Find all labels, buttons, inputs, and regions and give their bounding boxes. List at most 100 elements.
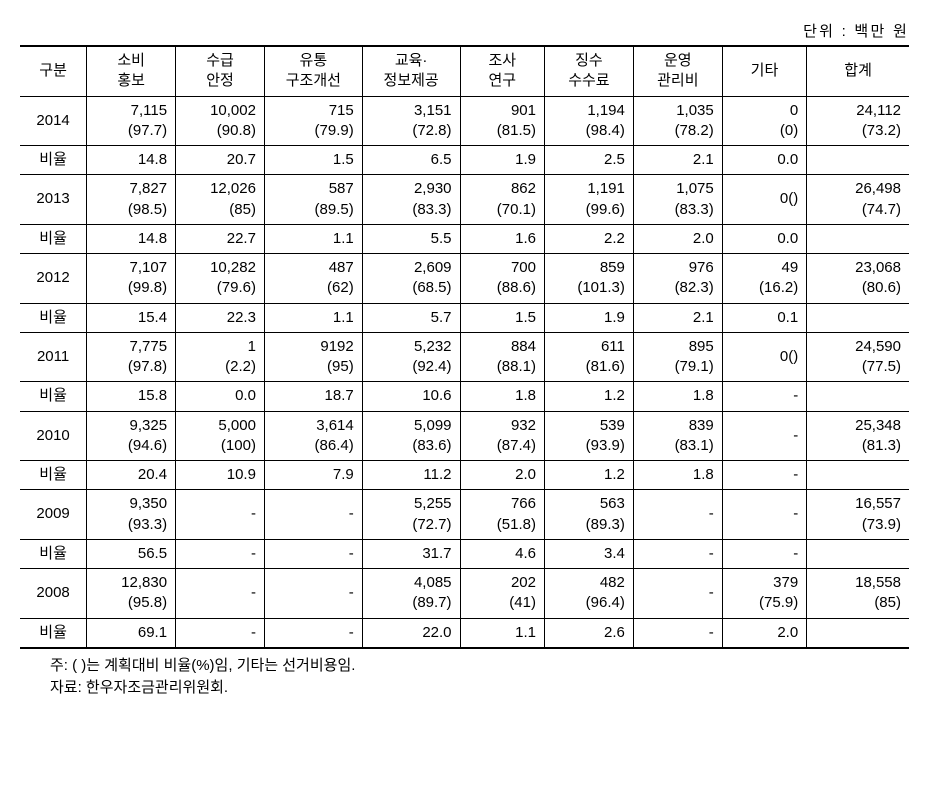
table-row: 20127,107(99.8)10,282(79.6)487(62)2,609(…	[20, 254, 909, 304]
data-cell: 7,115(97.7)	[87, 96, 176, 146]
data-cell: 2,609(68.5)	[362, 254, 460, 304]
data-cell: 1,191(99.6)	[544, 175, 633, 225]
col-header: 수급안정	[176, 46, 265, 96]
table-row: 20137,827(98.5)12,026(85)587(89.5)2,930(…	[20, 175, 909, 225]
ratio-cell: 4.6	[460, 539, 544, 568]
data-cell: -	[722, 411, 806, 461]
ratio-cell: 15.4	[87, 303, 176, 332]
data-cell: 10,002(90.8)	[176, 96, 265, 146]
ratio-cell: 2.2	[544, 224, 633, 253]
data-cell: 976(82.3)	[633, 254, 722, 304]
table-row: 20117,775(97.8)1(2.2)9192(95)5,232(92.4)…	[20, 332, 909, 382]
ratio-cell: 5.5	[362, 224, 460, 253]
ratio-cell: 1.1	[264, 303, 362, 332]
col-header: 유통구조개선	[264, 46, 362, 96]
data-cell: 202(41)	[460, 569, 544, 619]
ratio-cell: 22.0	[362, 618, 460, 648]
col-header: 조사연구	[460, 46, 544, 96]
data-cell: 49(16.2)	[722, 254, 806, 304]
table-row: 비율15.422.31.15.71.51.92.10.1	[20, 303, 909, 332]
ratio-cell: 1.8	[633, 461, 722, 490]
data-cell: 7,775(97.8)	[87, 332, 176, 382]
footnote: 주: ( )는 계획대비 비율(%)임, 기타는 선거비용임.	[50, 655, 909, 678]
ratio-cell: -	[722, 539, 806, 568]
ratio-cell: 31.7	[362, 539, 460, 568]
year-cell: 2009	[20, 490, 87, 540]
ratio-cell: 11.2	[362, 461, 460, 490]
data-cell: 700(88.6)	[460, 254, 544, 304]
data-cell: 24,112(73.2)	[807, 96, 909, 146]
data-cell: 715(79.9)	[264, 96, 362, 146]
table-header-row: 구분 소비홍보 수급안정 유통구조개선 교육·정보제공 조사연구 징수수수료 운…	[20, 46, 909, 96]
ratio-cell: 1.1	[460, 618, 544, 648]
ratio-cell	[807, 618, 909, 648]
ratio-cell: 2.5	[544, 146, 633, 175]
col-header: 징수수수료	[544, 46, 633, 96]
ratio-label-cell: 비율	[20, 382, 87, 411]
ratio-cell: 1.9	[460, 146, 544, 175]
data-cell: 26,498(74.7)	[807, 175, 909, 225]
table-row: 200812,830(95.8)--4,085(89.7)202(41)482(…	[20, 569, 909, 619]
data-cell: 4,085(89.7)	[362, 569, 460, 619]
data-cell: 23,068(80.6)	[807, 254, 909, 304]
year-cell: 2011	[20, 332, 87, 382]
ratio-cell: 2.0	[722, 618, 806, 648]
ratio-cell: 1.5	[264, 146, 362, 175]
data-cell: 2,930(83.3)	[362, 175, 460, 225]
ratio-cell: 20.7	[176, 146, 265, 175]
ratio-cell: -	[176, 618, 265, 648]
ratio-label-cell: 비율	[20, 146, 87, 175]
data-table: 구분 소비홍보 수급안정 유통구조개선 교육·정보제공 조사연구 징수수수료 운…	[20, 45, 909, 649]
ratio-cell: 5.7	[362, 303, 460, 332]
data-cell: 9192(95)	[264, 332, 362, 382]
col-header: 합계	[807, 46, 909, 96]
data-cell: 862(70.1)	[460, 175, 544, 225]
ratio-label-cell: 비율	[20, 303, 87, 332]
data-cell: 5,000(100)	[176, 411, 265, 461]
table-row: 비율20.410.97.911.22.01.21.8-	[20, 461, 909, 490]
ratio-cell: 1.8	[460, 382, 544, 411]
table-row: 20109,325(94.6)5,000(100)3,614(86.4)5,09…	[20, 411, 909, 461]
data-cell: 12,026(85)	[176, 175, 265, 225]
data-cell: 25,348(81.3)	[807, 411, 909, 461]
ratio-cell: 1.8	[633, 382, 722, 411]
data-cell: 766(51.8)	[460, 490, 544, 540]
data-cell: 1,194(98.4)	[544, 96, 633, 146]
ratio-cell: -	[176, 539, 265, 568]
data-cell: 884(88.1)	[460, 332, 544, 382]
year-cell: 2013	[20, 175, 87, 225]
ratio-cell	[807, 224, 909, 253]
ratio-cell: 2.0	[460, 461, 544, 490]
data-cell: 5,232(92.4)	[362, 332, 460, 382]
ratio-cell: -	[264, 539, 362, 568]
data-cell: 5,099(83.6)	[362, 411, 460, 461]
data-cell: 16,557(73.9)	[807, 490, 909, 540]
ratio-cell: -	[633, 539, 722, 568]
ratio-cell: 1.1	[264, 224, 362, 253]
unit-label: 단위 : 백만 원	[20, 20, 909, 41]
data-cell: -	[722, 490, 806, 540]
data-cell: 611(81.6)	[544, 332, 633, 382]
table-row: 비율14.820.71.56.51.92.52.10.0	[20, 146, 909, 175]
data-cell: 3,151(72.8)	[362, 96, 460, 146]
data-cell: -	[264, 490, 362, 540]
ratio-cell: 10.9	[176, 461, 265, 490]
ratio-cell: 18.7	[264, 382, 362, 411]
ratio-cell: 1.6	[460, 224, 544, 253]
data-cell: 895(79.1)	[633, 332, 722, 382]
ratio-cell: 15.8	[87, 382, 176, 411]
table-row: 20099,350(93.3)--5,255(72.7)766(51.8)563…	[20, 490, 909, 540]
ratio-cell: 1.9	[544, 303, 633, 332]
ratio-cell: -	[264, 618, 362, 648]
year-cell: 2010	[20, 411, 87, 461]
ratio-cell: 14.8	[87, 146, 176, 175]
ratio-cell: -	[722, 382, 806, 411]
col-header: 교육·정보제공	[362, 46, 460, 96]
ratio-cell: 56.5	[87, 539, 176, 568]
ratio-cell: 7.9	[264, 461, 362, 490]
data-cell: -	[176, 490, 265, 540]
ratio-cell: 3.4	[544, 539, 633, 568]
data-cell: 859(101.3)	[544, 254, 633, 304]
ratio-cell: -	[633, 618, 722, 648]
ratio-cell	[807, 461, 909, 490]
